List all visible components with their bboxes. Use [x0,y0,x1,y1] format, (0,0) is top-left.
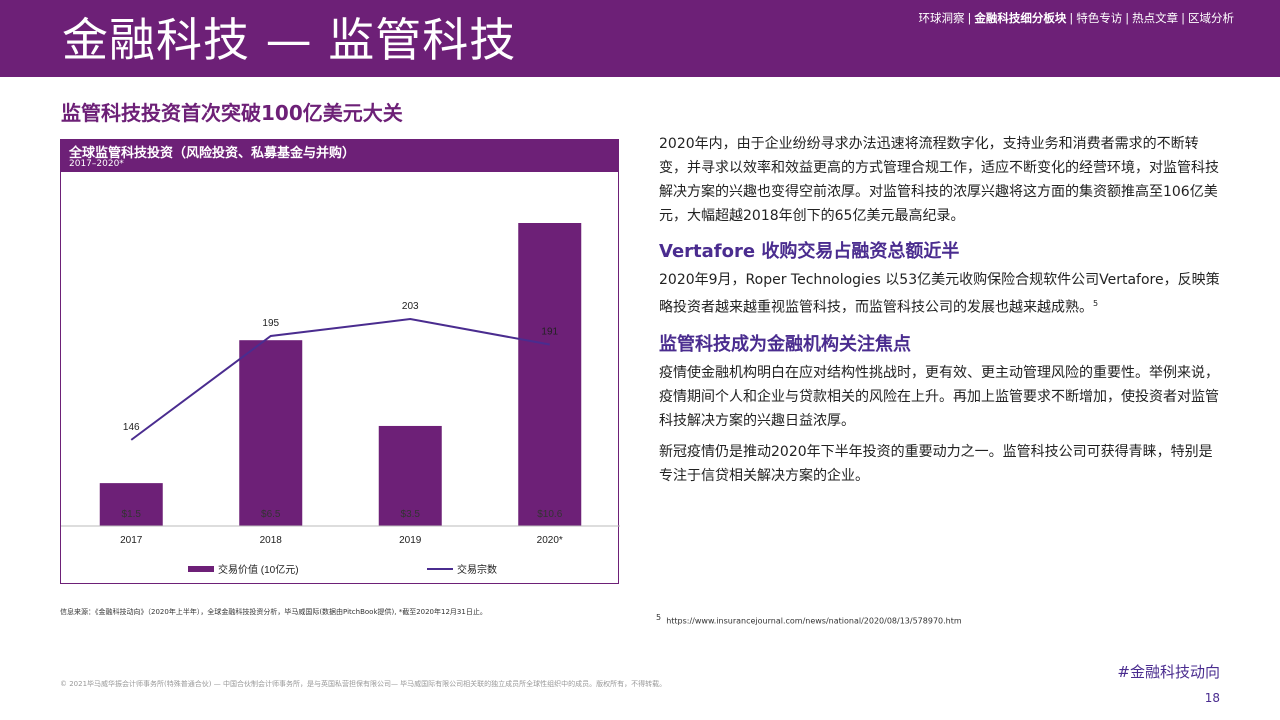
focus-paragraph-1: 疫情使金融机构明白在应对结构性挑战时，更有效、更主动管理风险的重要性。举例来说，… [659,365,1219,429]
chart-source: 信息来源：《金融科技动向》（2020年上半年），全球金融科技投资分析，毕马威国际… [60,608,487,616]
line-value-label: 203 [402,301,419,312]
copyright-notice: © 2021毕马威华振会计师事务所(特殊普通合伙) — 中国合伙制会计师事务所，… [60,680,667,688]
vertafore-text: 2020年9月，Roper Technologies 以53亿美元收购保险合规软… [659,272,1220,316]
footnote: 5 https://www.insurancejournal.com/news/… [656,613,962,626]
nav-separator: | [967,11,972,25]
nav-item-regional-analysis[interactable]: 区域分析 [1188,11,1234,25]
page-title: 金融科技 — 监管科技 [62,13,517,67]
vertafore-paragraph: 2020年9月，Roper Technologies 以53亿美元收购保险合规软… [659,268,1222,320]
chart-subtitle: 2017–2020* [69,159,124,169]
section-heading-focus: 监管科技成为金融机构关注焦点 [659,334,911,355]
bar [239,340,303,526]
hashtag-link[interactable]: #金融科技动向 [1117,663,1220,681]
footnote-ref: 5 [1093,299,1099,308]
top-nav: 环球洞察 | 金融科技细分板块 | 特色专访 | 热点文章 | 区域分析 [919,10,1235,26]
line-value-label: 195 [262,318,279,329]
chart-container: $1.5 2017 $6.5 2018 $3.5 2019 $10.6 2020* 146 195… [60,139,620,584]
bar-value-label: $1.5 [122,509,142,520]
focus-paragraph-2: 新冠疫情仍是推动2020年下半年投资的重要动力之一。监管科技公司可获得青睐，特别… [659,444,1213,484]
bar-value-label: $10.6 [537,509,562,520]
nav-item-global-insight[interactable]: 环球洞察 [918,11,965,25]
combo-chart: $1.5 2017 $6.5 2018 $3.5 2019 $10.6 2020* 146 195… [61,223,620,576]
bar [518,223,582,526]
line-value-label: 191 [541,326,558,337]
nav-separator: | [1181,11,1185,25]
footnote-number: 5 [656,613,662,622]
nav-separator: | [1069,11,1074,25]
legend-line-label: 交易宗数 [457,563,497,576]
x-tick-label: 2019 [399,535,422,546]
nav-item-fintech-segments[interactable]: 金融科技细分板块 [974,11,1067,25]
nav-item-interviews[interactable]: 特色专访 [1076,11,1123,25]
legend-bar-swatch [188,566,214,572]
bar [378,425,442,526]
x-tick-label: 2017 [120,535,143,546]
header-bar: 金融科技 — 监管科技 环球洞察 | 金融科技细分板块 | 特色专访 | 热点文章 | 区域分析 [0,0,1280,77]
section-subtitle: 监管科技投资首次突破100亿美元大关 [61,101,403,125]
page-number: 18 [1204,691,1220,705]
footnote-link[interactable]: https://www.insurancejournal.com/news/na… [666,616,962,626]
nav-separator: | [1125,11,1130,25]
bar-value-label: $3.5 [401,509,421,520]
bar-value-label: $6.5 [261,509,281,520]
section-heading-vertafore: Vertafore 收购交易占融资总额近半 [659,241,960,262]
chart-header: 全球监管科技投资（风险投资、私募基金与并购） 2017–2020* [61,140,618,172]
chart-title: 全球监管科技投资（风险投资、私募基金与并购） [69,146,356,161]
legend-bar-label: 交易价值 (10亿元) [218,563,299,576]
intro-paragraph: 2020年内，由于企业纷纷寻求办法迅速将流程数字化，支持业务和消费者需求的不断转… [659,136,1219,224]
line-series [130,318,550,441]
line-value-label: 146 [123,422,140,433]
nav-item-hot-articles[interactable]: 热点文章 [1132,11,1179,25]
x-tick-label: 2018 [260,535,283,546]
bar [99,483,163,526]
x-tick-label: 2020* [537,535,563,546]
